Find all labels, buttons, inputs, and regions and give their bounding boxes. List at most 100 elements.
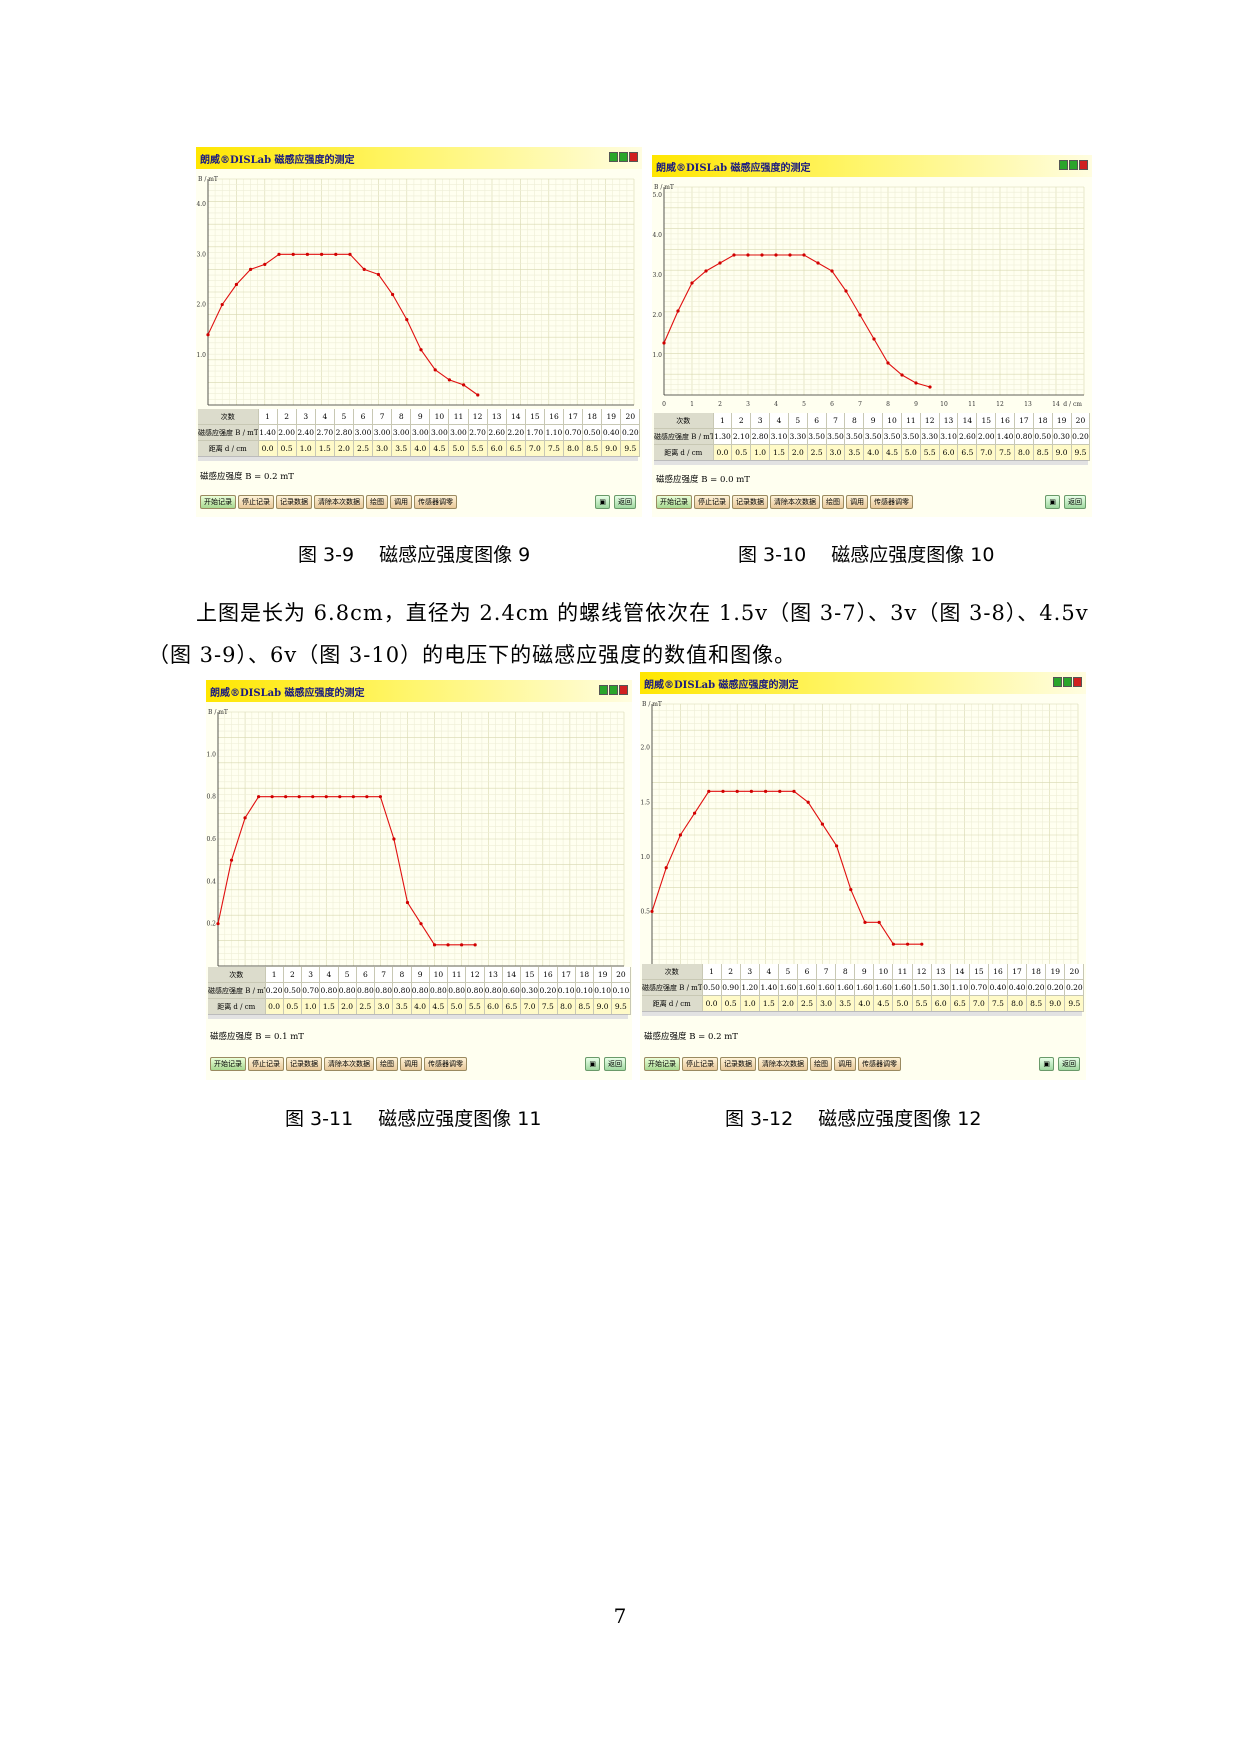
button-row: 开始记录 停止记录 记录数据 清除本次数据 绘图 调用 传感器调零: [200, 495, 457, 509]
data-point: [305, 252, 309, 256]
toolbar-button[interactable]: 清除本次数据: [758, 1057, 808, 1071]
toolbar-button[interactable]: 记录数据: [286, 1057, 322, 1071]
table-cell: 8.5: [1033, 444, 1053, 461]
toolbar-button[interactable]: 停止记录: [248, 1057, 284, 1071]
toolbar-button[interactable]: 记录数据: [720, 1057, 756, 1071]
toolbar-button[interactable]: 停止记录: [238, 495, 274, 509]
table-cell: 0.5: [731, 444, 752, 461]
table-cell: 4.0: [411, 998, 430, 1015]
table-cell: 2.0: [334, 440, 354, 457]
toolbar-button[interactable]: 传感器调零: [870, 495, 913, 509]
toolbar-button[interactable]: 记录数据: [276, 495, 312, 509]
table-cell: 3.5: [392, 998, 412, 1015]
minimize-icon[interactable]: [599, 685, 608, 695]
camera-icon[interactable]: ▣: [585, 1057, 600, 1071]
toolbar-button[interactable]: 停止记录: [682, 1057, 718, 1071]
toolbar-button[interactable]: 传感器调零: [858, 1057, 901, 1071]
toolbar-button[interactable]: 清除本次数据: [314, 495, 364, 509]
table-cell: 1.50: [912, 979, 932, 996]
row-header: 磁感应强度 B / mT: [208, 982, 266, 999]
minimize-icon[interactable]: [1053, 677, 1062, 687]
toolbar-button[interactable]: 开始记录: [200, 495, 236, 509]
table-cell: 17: [563, 409, 584, 425]
y-tick-label: 4.0: [652, 232, 662, 239]
data-point: [362, 267, 366, 271]
return-button[interactable]: 返回: [1064, 495, 1086, 509]
camera-icon[interactable]: ▣: [1039, 1057, 1054, 1071]
toolbar-button[interactable]: 开始记录: [656, 495, 692, 509]
return-button[interactable]: 返回: [1058, 1057, 1080, 1071]
table-scrollbar[interactable]: [208, 1014, 628, 1019]
close-icon[interactable]: [619, 685, 628, 695]
y-tick-label: 2.0: [196, 302, 206, 309]
maximize-icon[interactable]: [1069, 160, 1078, 170]
toolbar-button[interactable]: 调用: [846, 495, 868, 509]
toolbar-button[interactable]: 清除本次数据: [770, 495, 820, 509]
toolbar-button[interactable]: 调用: [390, 495, 412, 509]
table-cell: 7.5: [544, 440, 565, 457]
table-cell: 19: [1045, 964, 1066, 980]
table-cell: 0.80: [392, 982, 412, 999]
table-cell: 6.5: [506, 440, 526, 457]
table-cell: 5.5: [468, 440, 488, 457]
table-cell: 3: [750, 413, 771, 429]
table-scrollbar[interactable]: [654, 460, 1088, 465]
toolbar-button[interactable]: 调用: [834, 1057, 856, 1071]
maximize-icon[interactable]: [619, 152, 628, 162]
table-cell: 0.70: [301, 982, 321, 999]
data-point: [830, 269, 834, 273]
table-row: 磁感应强度 B / mT 0.50 0.90 1.20 1.40 1.60 1.60 1.60…: [642, 979, 1085, 996]
data-point: [749, 789, 753, 793]
table-scrollbar[interactable]: [198, 456, 638, 461]
close-icon[interactable]: [629, 152, 638, 162]
table-cell: 2.0: [338, 998, 357, 1015]
maximize-icon[interactable]: [609, 685, 618, 695]
toolbar-button[interactable]: 清除本次数据: [324, 1057, 374, 1071]
toolbar-button[interactable]: 停止记录: [694, 495, 730, 509]
toolbar-button[interactable]: 绘图: [376, 1057, 398, 1071]
table-cell: 3.50: [882, 428, 902, 445]
data-point: [872, 337, 876, 341]
table-cell: 0.80: [338, 982, 357, 999]
table-cell: 3.0: [816, 995, 837, 1012]
maximize-icon[interactable]: [1063, 677, 1072, 687]
toolbar-button[interactable]: 传感器调零: [414, 495, 457, 509]
data-point: [391, 292, 395, 297]
table-cell: 2.5: [356, 998, 376, 1015]
return-button[interactable]: 返回: [614, 495, 636, 509]
table-cell: 6: [807, 413, 827, 429]
camera-icon[interactable]: ▣: [595, 495, 610, 509]
table-cell: 9.0: [601, 440, 622, 457]
data-point: [376, 272, 380, 277]
x-tick-label: 9: [914, 401, 918, 408]
table-cell: 3.5: [835, 995, 856, 1012]
minimize-icon[interactable]: [1059, 160, 1068, 170]
data-point: [311, 795, 315, 799]
close-icon[interactable]: [1073, 677, 1082, 687]
close-icon[interactable]: [1079, 160, 1088, 170]
toolbar-button[interactable]: 传感器调零: [424, 1057, 467, 1071]
toolbar-button[interactable]: 调用: [400, 1057, 422, 1071]
toolbar-button[interactable]: 绘图: [366, 495, 388, 509]
table-cell: 18: [1033, 413, 1053, 429]
data-point: [446, 943, 450, 947]
table-cell: 0.10: [557, 982, 576, 999]
row-header: 距离 d / cm: [642, 995, 703, 1012]
minimize-icon[interactable]: [609, 152, 618, 162]
camera-icon[interactable]: ▣: [1045, 495, 1060, 509]
toolbar-button[interactable]: 记录数据: [732, 495, 768, 509]
table-cell: 3.30: [788, 428, 808, 445]
table-cell: 0.20: [1071, 428, 1091, 445]
table-cell: 2.0: [788, 444, 808, 461]
return-button[interactable]: 返回: [604, 1057, 626, 1071]
toolbar-button[interactable]: 开始记录: [644, 1057, 680, 1071]
toolbar-button[interactable]: 绘图: [822, 495, 844, 509]
toolbar-button[interactable]: 开始记录: [210, 1057, 246, 1071]
table-cell: 9.5: [1071, 444, 1091, 461]
row-header: 磁感应强度 B / mT: [198, 424, 259, 441]
table-cell: 0.80: [374, 982, 394, 999]
table-scrollbar[interactable]: [642, 1011, 1082, 1016]
toolbar-button[interactable]: 绘图: [810, 1057, 832, 1071]
data-table: 次数 1 2 3 4 5 6 7 8 9 10 11 12 13 14 15 16 17 18 19 20 磁感应强度 B…: [654, 413, 1091, 461]
